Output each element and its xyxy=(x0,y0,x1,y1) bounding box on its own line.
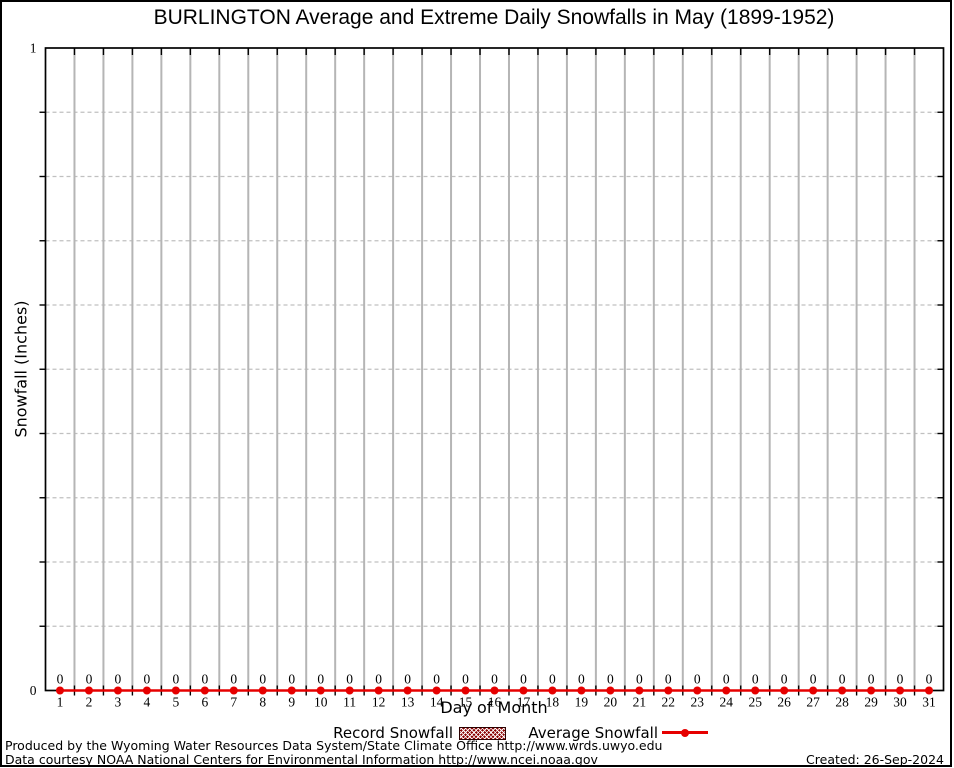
axis-tick-marks xyxy=(39,48,944,696)
svg-text:22: 22 xyxy=(662,695,676,710)
y-tick-labels: 01 xyxy=(30,41,37,699)
svg-text:0: 0 xyxy=(491,672,498,687)
vertical-gridlines xyxy=(73,48,916,691)
svg-text:4: 4 xyxy=(144,695,151,710)
svg-text:18: 18 xyxy=(546,695,560,710)
svg-text:0: 0 xyxy=(86,672,93,687)
svg-text:0: 0 xyxy=(30,683,37,698)
legend-average-line-sample xyxy=(662,728,708,737)
svg-text:0: 0 xyxy=(723,672,730,687)
chart-title: BURLINGTON Average and Extreme Daily Sno… xyxy=(153,6,835,29)
legend-record-label: Record Snowfall xyxy=(333,724,453,742)
svg-text:19: 19 xyxy=(575,695,589,710)
svg-text:0: 0 xyxy=(172,672,179,687)
svg-text:0: 0 xyxy=(520,672,527,687)
svg-text:13: 13 xyxy=(401,695,415,710)
legend-record-hatched-swatch xyxy=(459,727,506,740)
svg-text:0: 0 xyxy=(665,672,672,687)
svg-text:0: 0 xyxy=(752,672,759,687)
legend-average-point-marker xyxy=(681,728,689,737)
svg-text:24: 24 xyxy=(719,695,733,710)
svg-text:10: 10 xyxy=(314,695,328,710)
horizontal-minor-gridlines xyxy=(45,111,944,627)
svg-text:0: 0 xyxy=(781,672,788,687)
svg-text:0: 0 xyxy=(868,672,875,687)
svg-text:16: 16 xyxy=(488,695,502,710)
point-value-labels: 0 0 0 0 0 0 0 0 0 0 0 0 0 0 0 0 0 0 0 0 0 0 0 0 0 0 0 0 0 0 0 xyxy=(57,672,933,687)
svg-text:0: 0 xyxy=(144,672,151,687)
svg-text:2: 2 xyxy=(86,695,93,710)
svg-text:0: 0 xyxy=(578,672,585,687)
svg-text:25: 25 xyxy=(748,695,762,710)
svg-text:0: 0 xyxy=(404,672,411,687)
svg-text:0: 0 xyxy=(317,672,324,687)
svg-text:0: 0 xyxy=(694,672,701,687)
svg-text:30: 30 xyxy=(893,695,907,710)
svg-text:17: 17 xyxy=(517,695,531,710)
svg-text:12: 12 xyxy=(372,695,386,710)
svg-text:21: 21 xyxy=(633,695,647,710)
svg-text:8: 8 xyxy=(259,695,266,710)
svg-text:0: 0 xyxy=(839,672,846,687)
svg-text:14: 14 xyxy=(430,695,444,710)
svg-text:0: 0 xyxy=(636,672,643,687)
svg-text:0: 0 xyxy=(810,672,817,687)
footer-created-date: Created: 26-Sep-2024 xyxy=(806,752,944,767)
y-axis-label: Snowfall (Inches) xyxy=(11,300,31,438)
svg-text:3: 3 xyxy=(115,695,122,710)
svg-text:0: 0 xyxy=(346,672,353,687)
svg-text:1: 1 xyxy=(30,41,37,56)
svg-text:0: 0 xyxy=(433,672,440,687)
svg-text:5: 5 xyxy=(172,695,179,710)
svg-text:26: 26 xyxy=(777,695,791,710)
svg-text:0: 0 xyxy=(375,672,382,687)
svg-text:0: 0 xyxy=(607,672,614,687)
svg-text:20: 20 xyxy=(604,695,618,710)
footer-courtesy-text: Data courtesy NOAA National Centers for … xyxy=(5,752,598,767)
svg-text:27: 27 xyxy=(806,695,820,710)
svg-text:9: 9 xyxy=(288,695,295,710)
x-tick-labels: 1 2 3 4 5 6 7 8 9 10 11 12 13 14 15 16 17 18 19 20 21 22 23 24 2… xyxy=(57,695,936,710)
svg-text:15: 15 xyxy=(459,695,473,710)
legend-average-label: Average Snowfall xyxy=(528,724,658,742)
svg-text:0: 0 xyxy=(549,672,556,687)
average-snowfall-series xyxy=(55,686,934,695)
svg-text:7: 7 xyxy=(230,695,237,710)
svg-text:0: 0 xyxy=(115,672,122,687)
svg-text:23: 23 xyxy=(691,695,705,710)
svg-text:11: 11 xyxy=(343,695,356,710)
svg-text:0: 0 xyxy=(897,672,904,687)
svg-text:0: 0 xyxy=(201,672,208,687)
svg-text:0: 0 xyxy=(462,672,469,687)
svg-text:6: 6 xyxy=(201,695,208,710)
svg-text:28: 28 xyxy=(835,695,849,710)
x-axis-label: Day of Month xyxy=(440,698,548,717)
svg-text:0: 0 xyxy=(230,672,237,687)
svg-text:29: 29 xyxy=(864,695,878,710)
svg-text:0: 0 xyxy=(57,672,64,687)
svg-text:0: 0 xyxy=(259,672,266,687)
svg-text:31: 31 xyxy=(922,695,936,710)
svg-text:0: 0 xyxy=(288,672,295,687)
svg-text:0: 0 xyxy=(926,672,933,687)
svg-text:1: 1 xyxy=(57,695,64,710)
footer-producer-text: Produced by the Wyoming Water Resources … xyxy=(5,738,663,753)
